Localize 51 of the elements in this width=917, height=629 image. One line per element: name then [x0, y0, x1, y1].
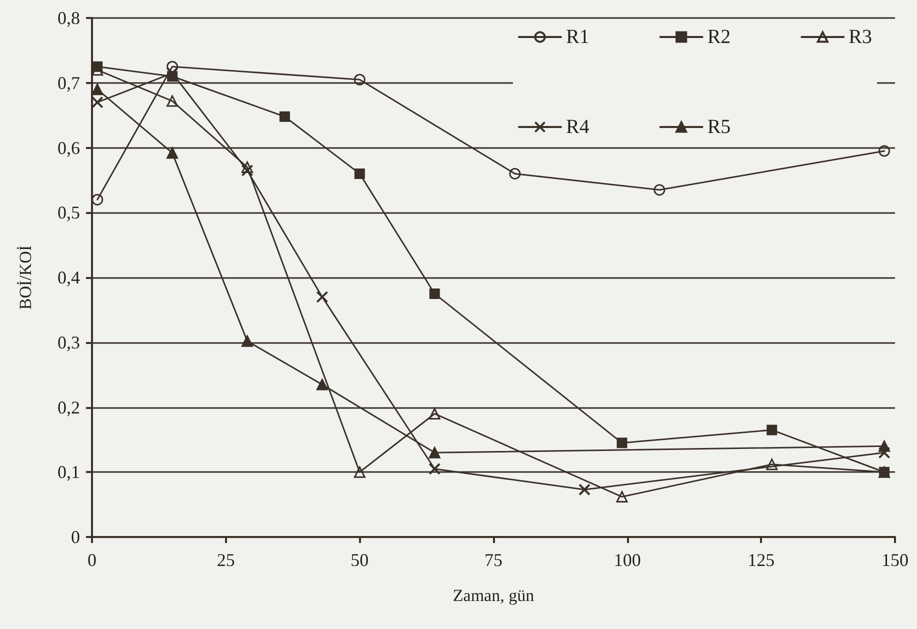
point — [766, 424, 778, 436]
point — [241, 161, 253, 173]
x-axis-title: Zaman, gün — [452, 586, 535, 605]
point — [354, 74, 366, 86]
y-tick-label: 0,8 — [58, 8, 80, 28]
point — [509, 168, 521, 180]
y-tick-label: 0,7 — [58, 72, 80, 93]
point — [241, 164, 254, 176]
point — [654, 184, 666, 196]
point — [166, 67, 178, 80]
point — [92, 84, 104, 96]
point — [354, 168, 365, 179]
point — [316, 290, 328, 303]
legend-label: R3 — [848, 26, 872, 48]
legend-label: R2 — [707, 26, 731, 48]
y-tick-label: 0,1 — [58, 462, 80, 482]
point — [428, 462, 441, 475]
point — [766, 458, 778, 470]
y-axis-title: BOİ/KOİ — [16, 245, 35, 310]
x-tick-label: 0 — [88, 550, 96, 570]
point — [166, 95, 178, 107]
point — [166, 147, 178, 159]
point — [878, 446, 890, 459]
point — [428, 408, 440, 420]
point — [279, 111, 290, 122]
point — [241, 335, 253, 347]
point — [878, 145, 890, 157]
point — [578, 484, 591, 496]
point — [428, 446, 440, 458]
point — [92, 194, 104, 206]
y-tick-label: 0,6 — [58, 138, 80, 158]
y-tick-label: 0,2 — [58, 397, 80, 418]
x-tick-label: 150 — [882, 550, 908, 570]
x-tick-label: 100 — [614, 550, 641, 570]
y-tick-label: 0,4 — [58, 268, 80, 288]
y-tick-label: 0,5 — [58, 202, 80, 223]
point — [316, 378, 328, 390]
y-tick-label: 0 — [71, 527, 80, 547]
x-tick-label: 75 — [484, 550, 502, 570]
x-tick-label: 25 — [216, 550, 235, 570]
x-tick-label: 125 — [748, 550, 775, 570]
legend-label: R5 — [707, 116, 731, 138]
point — [429, 288, 440, 299]
x-tick-label: 50 — [350, 550, 369, 570]
legend-label: R4 — [566, 116, 590, 138]
point — [616, 438, 628, 448]
point — [166, 60, 178, 72]
legend-label: R1 — [566, 26, 590, 48]
point — [354, 466, 366, 478]
point — [616, 491, 628, 503]
y-tick-label: 0,3 — [58, 332, 80, 352]
